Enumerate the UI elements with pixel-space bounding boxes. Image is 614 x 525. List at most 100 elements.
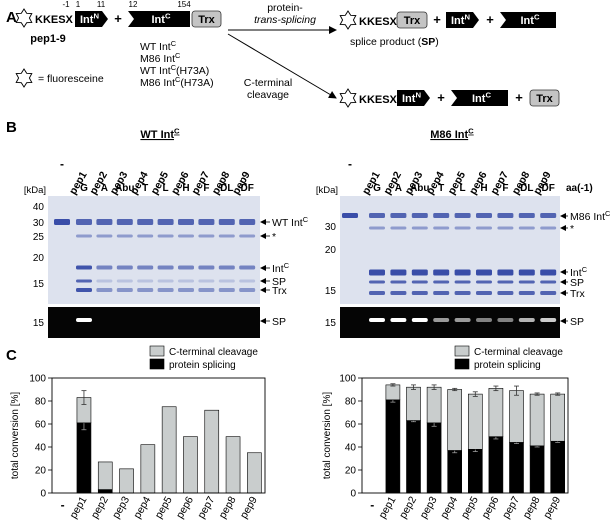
aa-label: G [80, 183, 88, 194]
error-bar [431, 384, 437, 390]
error-bar [534, 392, 540, 396]
aa-label: A [101, 183, 108, 194]
x-tick-label: pep7 [195, 494, 217, 520]
text-part: M86 Int [140, 53, 175, 65]
x-tick-label: - [61, 498, 65, 512]
gel-band [411, 291, 428, 295]
gel-band [518, 269, 535, 276]
y-tick-label: 0 [40, 489, 46, 500]
gel-band [137, 265, 154, 270]
fluor-band [76, 318, 92, 322]
gel-band [178, 234, 194, 238]
y-tick-label: 100 [339, 374, 356, 385]
bar-segment [183, 436, 198, 494]
bar-segment [488, 436, 504, 494]
gel-band [218, 265, 235, 270]
plus: + [433, 12, 441, 27]
text-part: C [284, 261, 290, 270]
gel-band [540, 213, 557, 218]
gel-band [540, 280, 557, 284]
variant: WT IntC [140, 39, 177, 53]
text-part: SP [421, 36, 435, 48]
text-part: C [174, 127, 180, 136]
int-c-box [451, 90, 508, 106]
band-label: IntC [272, 261, 290, 275]
fluor-band [369, 318, 385, 322]
gel-band [76, 234, 92, 238]
fluor-band [411, 318, 428, 322]
y-tick-label: 40 [345, 443, 357, 454]
gel-band [411, 269, 428, 276]
label: -1 [62, 0, 70, 9]
text-part: C [468, 127, 474, 136]
kda-marker: 30 [33, 218, 45, 229]
text-part: C [171, 63, 177, 72]
band-label: SP [570, 316, 584, 328]
gel-band [116, 219, 133, 225]
y-tick-label: 80 [345, 397, 357, 408]
y-tick-label: 20 [345, 466, 357, 477]
text-part: ) [435, 36, 439, 48]
fluor-gel [48, 307, 260, 338]
arrow-label: cleavage [247, 89, 289, 101]
int-n-label: IntN [451, 13, 470, 27]
trx-label: Trx [536, 93, 553, 105]
text-part: C [175, 75, 181, 84]
band-label: * [272, 231, 276, 243]
gel-band [116, 279, 133, 283]
gel-band [540, 269, 557, 276]
kda-unit: [kDa] [316, 185, 338, 196]
gel-band [96, 265, 113, 270]
label: 1 [76, 0, 81, 9]
gel-band [476, 280, 492, 284]
x-tick-label: pep8 [217, 494, 239, 520]
bar-segment [447, 389, 463, 451]
gel-band [454, 280, 471, 284]
gel-band [239, 219, 256, 225]
bar-segment [119, 468, 134, 494]
text-part: N [93, 12, 99, 21]
legend-swatch [454, 345, 470, 357]
arrow-label: C-terminal [244, 77, 292, 89]
text-part: M86 Int [430, 129, 468, 141]
bar-segment [488, 388, 504, 437]
gel-band [116, 265, 133, 270]
gel-band [518, 280, 535, 284]
aa-label: Abu [410, 183, 429, 194]
text-part: C [165, 12, 171, 21]
gel-band [76, 265, 92, 270]
gel-band [218, 288, 235, 292]
kda-marker: 40 [33, 202, 45, 213]
x-tick-label: pep3 [110, 494, 132, 520]
kda-marker: 15 [325, 318, 337, 329]
gel-band [411, 280, 428, 284]
gel-band [178, 265, 194, 270]
gel-band [476, 269, 492, 276]
y-tick-label: 60 [345, 420, 357, 431]
gel-band [76, 219, 92, 225]
gel-band [433, 269, 450, 276]
text-part: C [171, 39, 177, 48]
error-bar [411, 384, 416, 390]
text-part: WT Int [140, 65, 171, 77]
error-bar [81, 390, 87, 405]
aa-label: DF [542, 183, 555, 194]
gel-band [116, 288, 133, 292]
kda-marker: 25 [33, 232, 45, 243]
plus: + [437, 90, 445, 105]
bar-segment [161, 406, 177, 494]
gel-band [198, 219, 215, 225]
gel-band [76, 279, 92, 283]
gel-title: WT IntC [140, 127, 180, 141]
gel-band [390, 269, 407, 276]
bar-segment [550, 440, 566, 494]
gel-band [369, 226, 385, 230]
x-tick-label: pep6 [174, 494, 196, 520]
gel-band [433, 280, 450, 284]
gel-band [433, 291, 450, 295]
kda-marker: 30 [325, 222, 337, 233]
bar-segment [97, 489, 113, 494]
y-tick-label: 20 [35, 466, 47, 477]
fluor-band [518, 318, 535, 322]
gel-band [137, 288, 154, 292]
